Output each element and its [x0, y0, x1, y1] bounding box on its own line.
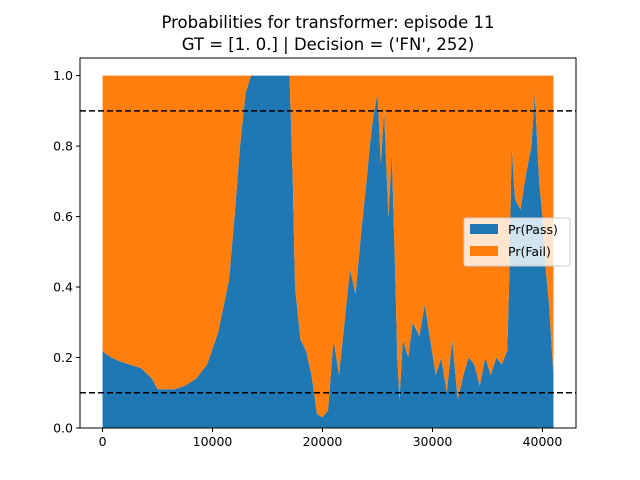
legend-swatch-fail: [470, 246, 498, 256]
legend-label-pass: Pr(Pass): [508, 222, 558, 237]
x-tick-label: 30000: [413, 434, 453, 449]
legend-swatch-pass: [470, 224, 498, 234]
x-axis-ticks: 0 10000 20000 30000 40000: [99, 428, 563, 449]
legend: Pr(Pass) Pr(Fail): [463, 217, 571, 267]
y-tick-label: 0.4: [53, 280, 73, 295]
y-tick-label: 0.0: [53, 421, 73, 436]
x-tick-label: 20000: [303, 434, 343, 449]
x-tick-label: 0: [99, 434, 107, 449]
axes-frame: [79, 57, 577, 429]
y-axis-ticks: 0.0 0.2 0.4 0.6 0.8 1.0: [53, 68, 80, 436]
area-fail: [102, 75, 554, 418]
chart-subtitle: GT = [1. 0.] | Decision = ('FN', 252): [182, 35, 475, 54]
x-tick-label: 10000: [193, 434, 233, 449]
x-tick-label: 40000: [523, 434, 563, 449]
chart-title: Probabilities for transformer: episode 1…: [161, 13, 494, 32]
threshold-lines: [80, 110, 576, 394]
y-tick-label: 1.0: [53, 68, 73, 83]
legend-label-fail: Pr(Fail): [508, 244, 551, 259]
y-tick-label: 0.8: [53, 139, 73, 154]
y-tick-label: 0.2: [53, 350, 73, 365]
plot-area: 0 10000 20000 30000 40000 0.0 0.2 0.4 0.6 0.8 1.0: [53, 57, 577, 449]
y-tick-label: 0.6: [53, 209, 73, 224]
